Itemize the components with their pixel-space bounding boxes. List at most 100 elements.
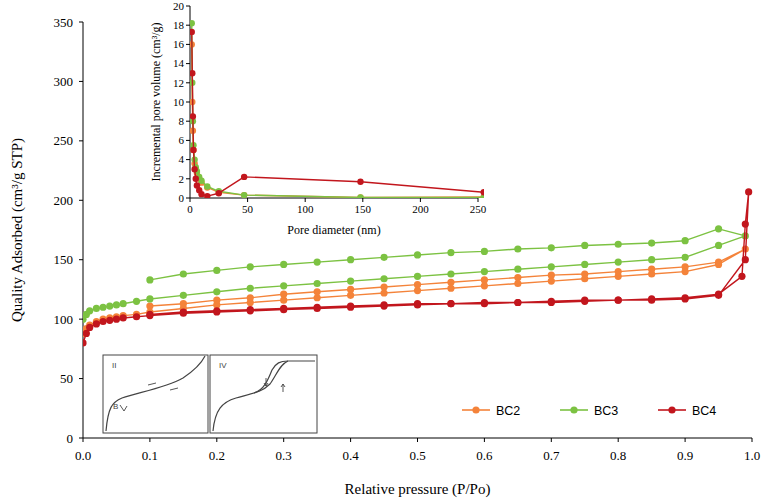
schematic-arrow — [148, 383, 178, 390]
data-point — [414, 300, 421, 307]
x-tick-label: 0.8 — [610, 448, 626, 463]
data-point — [106, 317, 113, 324]
y-tick — [186, 63, 190, 64]
data-point — [380, 254, 387, 261]
data-point — [481, 299, 488, 306]
data-point — [113, 301, 120, 308]
data-point — [213, 307, 220, 314]
series-line — [83, 249, 745, 333]
data-point — [414, 251, 421, 258]
plot-area — [190, 20, 484, 198]
x-tick — [283, 438, 284, 442]
data-point — [180, 270, 187, 277]
data-point — [213, 288, 220, 295]
data-point — [380, 283, 387, 290]
data-point — [247, 285, 254, 292]
isotherm-schematics: IIBIV — [103, 355, 317, 433]
data-point — [280, 291, 287, 298]
x-tick-label: 200 — [412, 203, 429, 215]
data-point — [120, 314, 127, 321]
data-point — [347, 302, 354, 309]
x-tick-label: 0.1 — [142, 448, 158, 463]
y-tick-label: 2 — [179, 173, 185, 185]
x-tick-label: 0 — [187, 203, 193, 215]
data-point — [715, 225, 722, 232]
x-tick-label: 0.2 — [209, 448, 225, 463]
y-tick — [79, 438, 83, 439]
data-point — [682, 237, 689, 244]
y-tick — [186, 6, 190, 7]
data-point — [280, 282, 287, 289]
annotation: IV — [219, 361, 227, 370]
data-point — [715, 291, 722, 298]
data-point — [514, 299, 521, 306]
data-point — [380, 301, 387, 308]
y-tick-label: 300 — [54, 74, 74, 89]
x-axis-label: Relative pressure (P/Po) — [345, 481, 491, 498]
data-point — [648, 266, 655, 273]
series-line — [192, 23, 484, 197]
chart-1: 05010015020025002468101214161820Pore dia… — [148, 0, 493, 242]
data-point — [133, 313, 140, 320]
data-point — [120, 300, 127, 307]
data-point — [347, 256, 354, 263]
x-tick — [149, 438, 150, 442]
annotation: II — [112, 361, 116, 370]
data-point — [548, 244, 555, 251]
x-tick — [551, 438, 552, 442]
data-point — [648, 256, 655, 263]
data-point — [99, 304, 106, 311]
x-tick — [417, 438, 418, 442]
x-tick — [305, 198, 306, 202]
data-point — [106, 302, 113, 309]
y-tick — [186, 198, 190, 199]
data-point — [548, 263, 555, 270]
x-tick — [618, 438, 619, 442]
x-tick-label: 0.3 — [276, 448, 292, 463]
data-point — [514, 274, 521, 281]
x-tick — [478, 198, 479, 202]
data-point — [615, 297, 622, 304]
x-tick-label: 150 — [355, 203, 372, 215]
data-point — [213, 267, 220, 274]
data-point — [190, 29, 195, 35]
y-tick — [186, 102, 190, 103]
y-tick-label: 50 — [60, 371, 73, 386]
chart-root: 0.00.10.20.30.40.50.60.70.80.91.00501001… — [0, 0, 768, 500]
data-point — [190, 113, 196, 119]
data-point — [414, 273, 421, 280]
y-tick — [186, 159, 190, 160]
data-point — [514, 266, 521, 273]
legend-label: BC4 — [692, 404, 716, 418]
data-point — [347, 278, 354, 285]
data-point — [213, 297, 220, 304]
y-tick — [79, 22, 83, 23]
data-point — [581, 270, 588, 277]
schematic-curve — [106, 356, 205, 431]
data-point — [113, 316, 120, 323]
y-tick — [79, 81, 83, 82]
x-tick — [190, 198, 191, 202]
data-point — [615, 297, 622, 304]
series-line — [192, 44, 484, 197]
data-point — [357, 194, 363, 198]
data-point — [742, 220, 749, 227]
y-tick-label: 8 — [179, 115, 185, 127]
legend-marker — [570, 406, 577, 413]
data-point — [198, 191, 204, 197]
series-line — [192, 32, 484, 196]
x-tick-label: 0.0 — [75, 448, 91, 463]
data-point — [481, 268, 488, 275]
x-tick-label: 250 — [470, 203, 487, 215]
data-point — [742, 256, 749, 263]
data-point — [715, 258, 722, 265]
data-point — [682, 294, 689, 301]
legend: BC2BC3BC4 — [462, 404, 716, 418]
data-point — [146, 276, 153, 283]
y-tick — [79, 319, 83, 320]
x-tick-label: 0.4 — [342, 448, 359, 463]
x-axis-label: Pore diameter (nm) — [287, 223, 380, 237]
schematic-curve — [254, 361, 288, 393]
y-tick-label: 250 — [54, 133, 74, 148]
data-point — [615, 241, 622, 248]
